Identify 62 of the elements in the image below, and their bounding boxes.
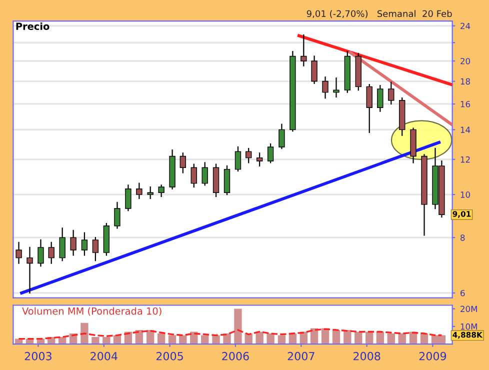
bar — [212, 335, 220, 344]
candlestick — [70, 230, 76, 256]
x-tick-label: 2009 — [419, 352, 446, 360]
x-tick-label: 2003 — [24, 352, 52, 360]
candlestick — [322, 76, 328, 99]
candlestick — [59, 228, 66, 262]
bar — [80, 322, 88, 344]
candlestick — [114, 202, 120, 229]
candlestick — [278, 124, 285, 150]
bar — [234, 308, 242, 344]
chart-title: 9,01 (-2,70%) Semanal 20 Feb — [306, 10, 452, 18]
candlestick — [38, 239, 44, 267]
x-tick-label: 2008 — [354, 352, 380, 360]
candlestick — [125, 184, 132, 212]
candlestick — [26, 246, 33, 294]
bar — [102, 337, 110, 344]
y-tick-label: 18 — [460, 78, 470, 85]
candlestick — [202, 162, 208, 186]
y-tick-label: 10 — [460, 192, 470, 198]
x-tick-label: 2006 — [222, 352, 249, 360]
candlestick — [388, 82, 394, 105]
candlestick — [92, 236, 99, 262]
line-series — [18, 328, 443, 340]
candlestick — [158, 184, 164, 198]
candlestick — [48, 242, 54, 264]
candlestick — [136, 182, 142, 199]
chart-title: Volumen MM (Ponderada 10) — [22, 307, 162, 316]
candlestick — [366, 84, 372, 134]
x-tick-label: 2004 — [90, 352, 118, 360]
y-tick-label: 6 — [460, 290, 465, 296]
bar — [92, 337, 100, 344]
y-tick-label: 10M — [460, 323, 477, 330]
bar — [266, 334, 274, 344]
candlestick — [311, 56, 318, 84]
y-tick-label: 12 — [460, 156, 470, 163]
candlestick — [256, 152, 263, 166]
y-tick-label: 20M — [460, 306, 477, 312]
bar — [256, 332, 264, 344]
x-tick-label: 2007 — [288, 352, 314, 360]
candlestick — [234, 146, 242, 172]
bar — [157, 334, 166, 344]
y-tick-label: 24 — [460, 22, 470, 30]
y-tick-label: 20 — [460, 58, 470, 64]
bar — [223, 334, 231, 344]
candlestick — [333, 78, 340, 98]
y-tick-label: 16 — [460, 100, 470, 108]
candlestick — [16, 242, 22, 264]
candlestick — [224, 165, 230, 196]
annotation: Precio — [16, 22, 50, 30]
y-tick-label: 14 — [460, 126, 470, 133]
candlestick — [180, 152, 186, 174]
candlestick — [190, 164, 197, 188]
candlestick — [267, 143, 274, 164]
candlestick — [300, 34, 307, 66]
candlestick — [377, 85, 384, 112]
candlestick — [246, 148, 252, 164]
candlestick — [147, 186, 154, 199]
x-tick-label: 2005 — [156, 352, 183, 360]
y-tick-label: 8 — [460, 234, 465, 241]
candlestick — [81, 232, 88, 256]
bar — [387, 334, 395, 344]
bar — [179, 335, 187, 344]
